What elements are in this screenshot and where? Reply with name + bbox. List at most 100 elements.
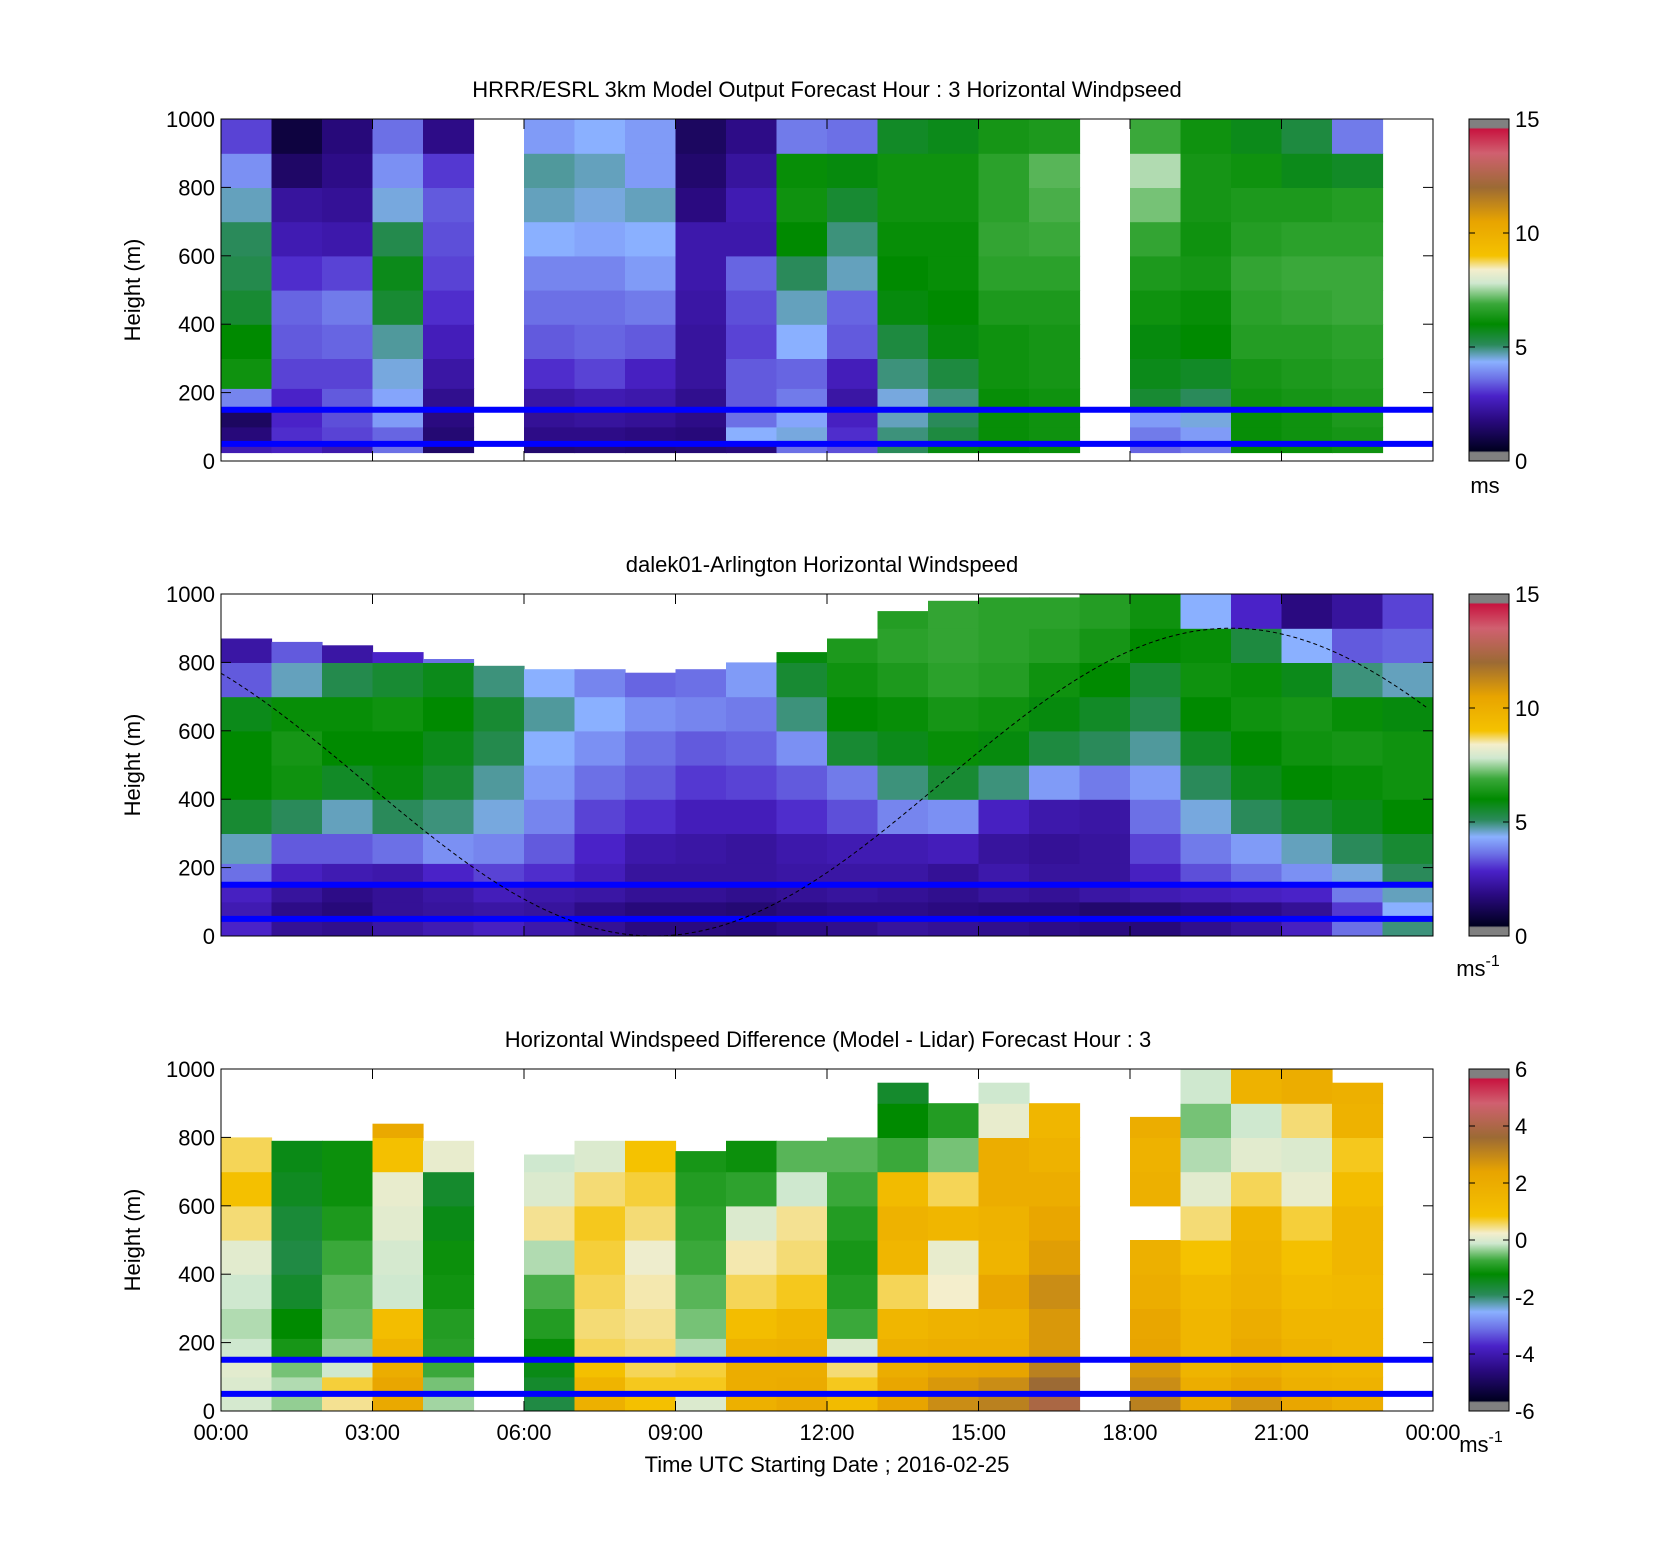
panel-lidar-cell (877, 799, 929, 834)
panel-model-cell (221, 221, 273, 257)
panel-lidar-cell (1231, 799, 1283, 834)
panel-model-cell (322, 409, 374, 428)
panel-model-cell (322, 119, 374, 154)
panel-difference-cell (877, 1338, 929, 1361)
panel-difference-cell (928, 1137, 980, 1173)
panel-model-cell (574, 358, 626, 389)
panel-model-cell (928, 187, 980, 223)
panel-difference-cell (423, 1171, 475, 1207)
panel-lidar-cell (271, 901, 323, 920)
panel-lidar-cell (1332, 662, 1384, 698)
panel-lidar-cell (524, 884, 576, 903)
panel-lidar-cell (423, 765, 475, 800)
panel-difference-cell (574, 1308, 626, 1339)
panel-model-cell (1130, 324, 1182, 359)
panel-lidar-cell (1180, 901, 1232, 920)
panel-lidar-cell (877, 628, 929, 663)
panel-model-cell (1332, 221, 1384, 257)
panel-model-cell (1231, 221, 1283, 257)
panel-model-cell (1281, 388, 1333, 411)
panel-model-cell (928, 324, 980, 359)
panel-difference-cell (978, 1308, 1030, 1339)
panel-difference-cell (574, 1140, 626, 1173)
panel-lidar-colorbar-unit: ms-1 (1456, 953, 1500, 981)
panel-difference-cell (1029, 1205, 1081, 1241)
panel-lidar-cell (1180, 662, 1232, 698)
panel-difference-cell (928, 1205, 980, 1241)
panel-lidar-cell (1382, 628, 1433, 663)
panel-model-cell (877, 324, 929, 359)
panel-lidar-ytick-label: 200 (178, 856, 215, 881)
panel-model-cell (1029, 358, 1081, 389)
panel-model-cell (827, 290, 879, 325)
panel-lidar-cell (322, 901, 374, 920)
panel-difference-cell (1231, 1274, 1283, 1309)
panel-model-cell (423, 324, 475, 359)
panel-difference-cell (574, 1359, 626, 1378)
panel-lidar-cell (1332, 901, 1384, 920)
panel-model-cell (827, 221, 879, 257)
panel-model-cell (1130, 119, 1182, 154)
panel-lidar-cell (322, 884, 374, 903)
panel-model-cell (726, 153, 778, 188)
panel-model-cell (423, 358, 475, 389)
panel-model-cell (1130, 255, 1182, 291)
panel-lidar-cell (625, 672, 677, 698)
panel-model-cell (625, 426, 677, 445)
panel-model-cell (1281, 290, 1333, 325)
panel-difference-cell (271, 1393, 323, 1411)
panel-lidar-cell (1231, 730, 1283, 766)
panel-difference-cell (726, 1338, 778, 1361)
panel-lidar-cell (221, 863, 273, 886)
panel-difference-cell (827, 1171, 879, 1207)
panel-difference-colorbar-tick-label: 2 (1515, 1171, 1527, 1196)
panel-lidar-cell (978, 918, 1030, 936)
panel-difference-ytick-label: 600 (178, 1194, 215, 1219)
panel-model-cell (1180, 290, 1232, 325)
panel-lidar-cell (423, 833, 475, 864)
panel-model-cell (1332, 426, 1384, 445)
panel-lidar-cell (221, 901, 273, 920)
panel-lidar-cell (1231, 594, 1283, 629)
panel-lidar-cell (877, 884, 929, 903)
panel-difference-cell (423, 1240, 475, 1275)
panel-lidar-cell (1281, 799, 1333, 834)
panel-difference-cell (574, 1393, 626, 1411)
panel-lidar-cell (423, 918, 475, 936)
panel-difference-cell (524, 1376, 576, 1395)
panel-difference-cell (978, 1137, 1030, 1173)
panel-model-cell (1180, 153, 1232, 188)
panel-lidar-cell (574, 730, 626, 766)
panel-model-cell (423, 409, 475, 428)
panel-difference-cell (1130, 1171, 1182, 1207)
panel-model-cell (1231, 255, 1283, 291)
panel-difference-cell (877, 1103, 929, 1138)
panel-model-cell (372, 119, 424, 154)
panel-difference-cell (827, 1308, 879, 1339)
panel-model-cell (574, 290, 626, 325)
panel-lidar-cell (1231, 628, 1283, 663)
panel-lidar-cell (1382, 730, 1433, 766)
panel-lidar-cell (675, 833, 727, 864)
panel-lidar-cell (1079, 799, 1131, 834)
panel-lidar-cell (877, 863, 929, 886)
panel-difference-cell (1231, 1393, 1283, 1411)
panel-model-cell (827, 358, 879, 389)
panel-model-cell (978, 358, 1030, 389)
panel-difference-cell (1281, 1393, 1333, 1411)
panel-model-cell (776, 443, 828, 454)
panel-lidar-cell (625, 730, 677, 766)
panel-lidar-colorbar-tick-label: 15 (1515, 582, 1539, 607)
panel-difference-cell (776, 1393, 828, 1411)
panel-difference-cell (1180, 1205, 1232, 1241)
panel-lidar-cell (1231, 833, 1283, 864)
panel-lidar-cell (473, 863, 525, 886)
panel-lidar-cell (1332, 628, 1384, 663)
panel-difference-cell (221, 1137, 273, 1173)
panel-difference-cell (574, 1376, 626, 1395)
panel-model-cell (877, 119, 929, 154)
panel-difference-cell (675, 1240, 727, 1275)
panel-lidar-cell (574, 799, 626, 834)
panel-model-colorbar (1468, 118, 1510, 462)
panel-model-cell (928, 443, 980, 454)
